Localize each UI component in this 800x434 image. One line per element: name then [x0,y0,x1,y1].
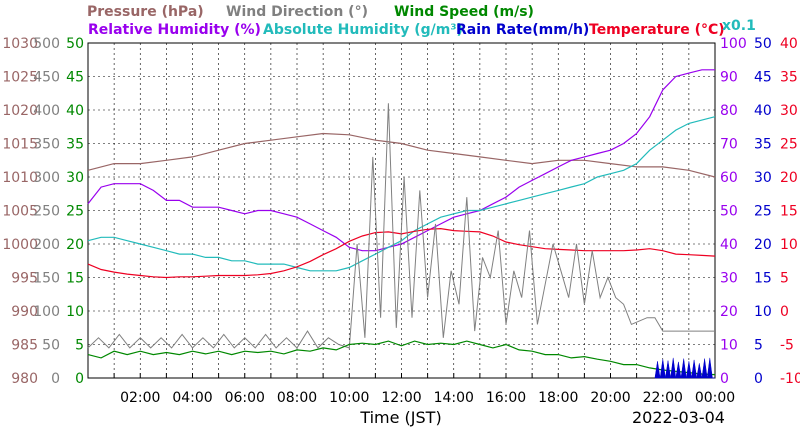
y-tick-label: 20 [720,304,738,320]
y-tick-label: 30 [66,170,84,186]
y-tick-label: 0 [780,304,789,320]
y-tick-label: 10 [754,304,772,320]
y-tick-label: 50 [754,36,772,52]
y-tick-label: 200 [33,237,60,253]
y-tick-label: 30 [780,103,798,119]
y-tick-label: 45 [754,70,772,86]
y-tick-label: 80 [720,103,738,119]
y-tick-label: 15 [780,204,798,220]
legend-item: Rain Rate(mm/h) [456,22,589,38]
y-tick-label: 5 [75,338,84,354]
y-tick-label: 400 [33,103,60,119]
date-label: 2022-03-04 [632,408,725,427]
y-tick-label: 985 [11,338,38,354]
y-tick-label: 0 [720,371,729,387]
y-tick-label: 35 [754,137,772,153]
y-tick-label: 10 [780,237,798,253]
y-tick-label: 100 [720,36,747,52]
y-tick-label: 20 [780,170,798,186]
y-tick-label: 90 [720,70,738,86]
y-tick-label: 40 [66,103,84,119]
y-tick-label: 0 [51,371,60,387]
y-tick-label: 30 [720,271,738,287]
legend-item: Pressure (hPa) [87,4,204,20]
y-tick-label: 40 [720,237,738,253]
x-tick-label: 18:00 [538,390,578,406]
x-tick-label: 06:00 [225,390,265,406]
y-tick-label: 25 [754,204,772,220]
y-tick-label: 25 [66,204,84,220]
y-tick-label: 450 [33,70,60,86]
y-tick-label: 10 [720,338,738,354]
x-tick-label: 12:00 [381,390,421,406]
y-tick-label: 35 [66,137,84,153]
y-tick-label: -10 [780,371,800,387]
legend-item: x0.1 [722,18,756,34]
y-tick-label: 10 [66,304,84,320]
y-tick-label: 40 [780,36,798,52]
y-tick-label: 0 [754,371,763,387]
y-tick-label: 50 [720,204,738,220]
y-tick-label: 500 [33,36,60,52]
y-tick-label: 35 [780,70,798,86]
x-tick-label: 00:00 [695,390,735,406]
x-axis-label: Time (JST) [359,408,441,427]
y-tick-label: -5 [780,338,794,354]
legend-item: Temperature (°C) [589,22,725,38]
legend-item: Absolute Humidity (g/m³) [263,22,463,38]
x-tick-label: 20:00 [590,390,630,406]
y-tick-label: 5 [754,338,763,354]
y-tick-label: 300 [33,170,60,186]
legend-item: Relative Humidity (%) [88,22,261,38]
x-tick-label: 10:00 [329,390,369,406]
y-tick-label: 45 [66,70,84,86]
y-tick-label: 50 [42,338,60,354]
x-tick-label: 02:00 [120,390,160,406]
y-tick-label: 980 [11,371,38,387]
x-tick-label: 08:00 [277,390,317,406]
y-tick-label: 20 [66,237,84,253]
y-tick-label: 20 [754,237,772,253]
y-tick-label: 15 [66,271,84,287]
y-tick-label: 250 [33,204,60,220]
x-tick-label: 04:00 [172,390,212,406]
y-tick-label: 350 [33,137,60,153]
legend-item: Wind Direction (°) [226,4,368,20]
x-tick-label: 14:00 [434,390,474,406]
y-tick-label: 70 [720,137,738,153]
y-tick-label: 15 [754,271,772,287]
legend-item: Wind Speed (m/s) [394,4,534,20]
y-tick-label: 25 [780,137,798,153]
x-tick-label: 16:00 [486,390,526,406]
y-tick-label: 0 [75,371,84,387]
y-tick-label: 60 [720,170,738,186]
y-tick-label: 100 [33,304,60,320]
y-tick-label: 50 [66,36,84,52]
x-tick-label: 22:00 [643,390,683,406]
y-tick-label: 30 [754,170,772,186]
y-tick-label: 40 [754,103,772,119]
y-tick-label: 5 [780,271,789,287]
y-tick-label: 150 [33,271,60,287]
